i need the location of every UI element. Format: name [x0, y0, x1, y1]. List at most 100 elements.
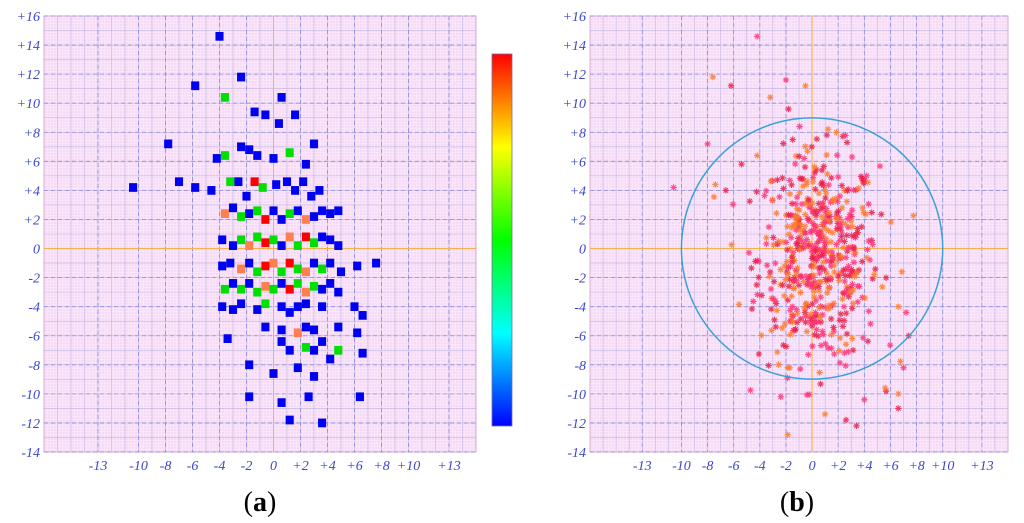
scatter-point: [802, 211, 809, 218]
heatmap-cell: [277, 279, 286, 288]
scatter-point: [837, 310, 845, 318]
scatter-point: [765, 362, 772, 369]
scatter-point: [811, 319, 818, 326]
x-tick-label: -6: [187, 459, 199, 474]
scatter-point: [833, 129, 840, 136]
heatmap-cell: [277, 215, 286, 224]
scatter-point: [814, 254, 822, 261]
scatter-point: [797, 289, 804, 296]
scatter-point: [842, 272, 849, 279]
scatter-point: [835, 272, 842, 280]
y-tick-label: +12: [563, 68, 586, 83]
scatter-point: [785, 271, 792, 278]
heatmap-cell: [253, 232, 262, 242]
scatter-point: [788, 293, 795, 300]
scatter-point: [810, 272, 817, 279]
y-tick-label: -6: [28, 330, 40, 345]
scatter-point: [859, 204, 866, 212]
heatmap-cell: [318, 284, 327, 294]
scatter-point: [796, 123, 803, 130]
heatmap-cell: [293, 241, 302, 250]
scatter-point: [729, 201, 737, 208]
y-tick-label: -2: [28, 272, 40, 287]
heatmap-cell: [309, 345, 319, 355]
scatter-point: [808, 227, 815, 235]
scatter-point: [869, 241, 876, 248]
heatmap-cell: [285, 148, 294, 157]
heatmap-cell: [234, 177, 243, 187]
scatter-point: [842, 132, 849, 139]
y-tick-label: 0: [33, 243, 40, 258]
scatter-point: [815, 283, 823, 290]
heatmap-cell: [218, 235, 227, 245]
heatmap-cell: [282, 177, 292, 187]
x-tick-label: -10: [672, 459, 691, 474]
radius-circle: [680, 117, 944, 380]
heatmap-cell: [253, 287, 262, 297]
heatmap-cell: [220, 93, 229, 102]
scatter-point: [887, 219, 895, 226]
scatter-point: [882, 274, 890, 281]
scatter-point: [771, 316, 778, 324]
scatter-point: [754, 33, 761, 40]
heatmap-cell: [245, 258, 254, 268]
heatmap-cell: [326, 258, 335, 268]
scatter-point: [898, 268, 906, 275]
heatmap-cell: [220, 284, 229, 294]
heatmap-cell: [223, 334, 232, 343]
scatter-point: [841, 278, 848, 285]
heatmap-cell: [269, 206, 278, 216]
scatter-point: [786, 364, 793, 371]
scatter-point: [772, 323, 779, 331]
scatter-point: [817, 380, 824, 388]
scatter-point: [815, 287, 823, 295]
y-tick-label: +2: [24, 213, 40, 228]
scatter-point: [821, 219, 829, 226]
heatmap-cell: [301, 232, 310, 242]
heatmap-cell: [269, 284, 278, 294]
scatter-point: [804, 215, 812, 222]
chart-panel-b: +16 +14 +12 +10 +8 +6 +4 +2 0 -2 -4 -6 -8 -10 -12 -14 -…: [563, 10, 1009, 518]
scatter-point: [855, 184, 862, 192]
scatter-point: [823, 270, 831, 277]
scatter-point: [781, 320, 789, 328]
x-tick-label: +8: [908, 459, 924, 474]
heatmap-cell: [353, 328, 362, 338]
scatter-point: [770, 241, 777, 249]
y-tick-label: -12: [567, 417, 586, 432]
scatter-point: [824, 276, 831, 284]
x-tick-label: +13: [437, 459, 460, 474]
scatter-point: [845, 293, 852, 300]
scatter-point: [863, 172, 870, 179]
scatter-point: [761, 192, 768, 199]
scatter-point: [902, 309, 910, 316]
scatter-point: [850, 233, 858, 240]
scatter-point: [824, 305, 832, 313]
heatmap-cell: [245, 279, 254, 288]
scatter-point: [762, 187, 770, 195]
heatmap-cell: [277, 325, 286, 335]
heatmap-cell: [355, 392, 364, 402]
scatter-point: [777, 393, 784, 400]
heatmap-cell: [309, 325, 319, 335]
x-tick-label: +4: [856, 459, 872, 474]
heatmap-cell: [293, 279, 302, 288]
scatter-point: [727, 82, 735, 89]
heatmap-cell: [318, 302, 327, 312]
grid-b: [589, 15, 1009, 453]
scatter-point: [863, 254, 870, 261]
scatter-point: [910, 212, 917, 219]
scatter-point: [837, 253, 844, 260]
x-tick-label: +6: [882, 459, 898, 474]
scatter-point: [789, 221, 797, 229]
scatter-point: [807, 280, 815, 288]
heatmap-cell: [326, 354, 335, 364]
scatter-point: [710, 193, 718, 201]
x-tick-label: +2: [292, 459, 308, 474]
scatter-point: [822, 194, 829, 202]
heatmap-cell: [326, 235, 335, 245]
scatter-point: [779, 281, 786, 289]
scatter-point: [772, 297, 779, 305]
scatter-point: [844, 187, 851, 194]
scatter-point: [803, 177, 811, 185]
